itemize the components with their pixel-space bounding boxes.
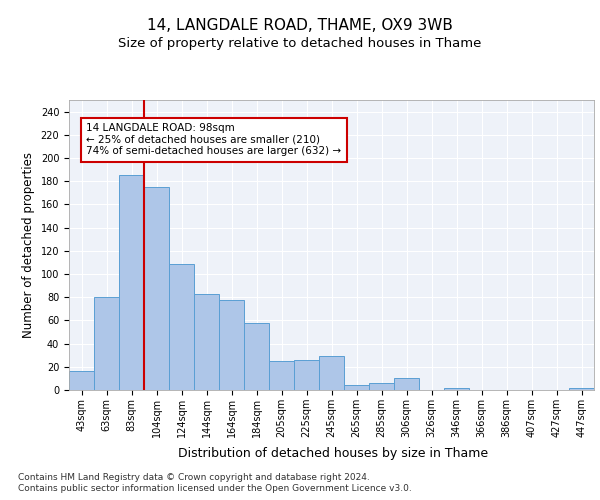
- Text: 14, LANGDALE ROAD, THAME, OX9 3WB: 14, LANGDALE ROAD, THAME, OX9 3WB: [147, 18, 453, 32]
- Bar: [169, 264, 194, 390]
- Bar: [119, 176, 144, 390]
- Bar: [344, 386, 369, 390]
- Bar: [294, 360, 319, 390]
- Bar: [269, 361, 294, 390]
- Bar: [219, 300, 244, 390]
- Bar: [369, 383, 394, 390]
- Bar: [244, 322, 269, 390]
- Text: Contains HM Land Registry data © Crown copyright and database right 2024.
Contai: Contains HM Land Registry data © Crown c…: [18, 472, 412, 494]
- Bar: [144, 187, 169, 390]
- Bar: [194, 294, 219, 390]
- Bar: [94, 297, 119, 390]
- Bar: [319, 356, 344, 390]
- Bar: [569, 388, 594, 390]
- Bar: [69, 372, 94, 390]
- Text: Distribution of detached houses by size in Thame: Distribution of detached houses by size …: [178, 448, 488, 460]
- Bar: [394, 378, 419, 390]
- Text: 14 LANGDALE ROAD: 98sqm
← 25% of detached houses are smaller (210)
74% of semi-d: 14 LANGDALE ROAD: 98sqm ← 25% of detache…: [86, 123, 341, 156]
- Bar: [444, 388, 469, 390]
- Y-axis label: Number of detached properties: Number of detached properties: [22, 152, 35, 338]
- Text: Size of property relative to detached houses in Thame: Size of property relative to detached ho…: [118, 38, 482, 51]
